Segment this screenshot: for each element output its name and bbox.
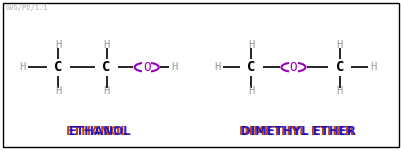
Text: H: H [336, 86, 342, 96]
Text: ETHANOL: ETHANOL [68, 125, 131, 138]
Text: H: H [370, 62, 376, 72]
Text: H: H [171, 62, 178, 72]
Text: DIMETHYL ETHER: DIMETHYL ETHER [238, 125, 353, 138]
Text: H: H [213, 62, 220, 72]
Text: C: C [335, 60, 343, 74]
Text: ETHANOL: ETHANOL [66, 125, 128, 138]
Text: DIMETHYL ETHER: DIMETHYL ETHER [241, 125, 355, 138]
Text: C: C [54, 60, 62, 74]
Text: C: C [102, 60, 110, 74]
Text: H: H [103, 40, 109, 50]
Text: H: H [19, 62, 25, 72]
Text: H: H [103, 86, 109, 96]
Text: H: H [55, 40, 61, 50]
Text: H: H [336, 40, 342, 50]
Text: O: O [289, 61, 296, 74]
Text: H: H [247, 40, 254, 50]
Text: H: H [247, 86, 254, 96]
Text: H: H [55, 86, 61, 96]
Text: O: O [143, 61, 150, 74]
Text: C: C [247, 60, 255, 74]
Text: GVG/PD/1.1: GVG/PD/1.1 [5, 5, 48, 11]
